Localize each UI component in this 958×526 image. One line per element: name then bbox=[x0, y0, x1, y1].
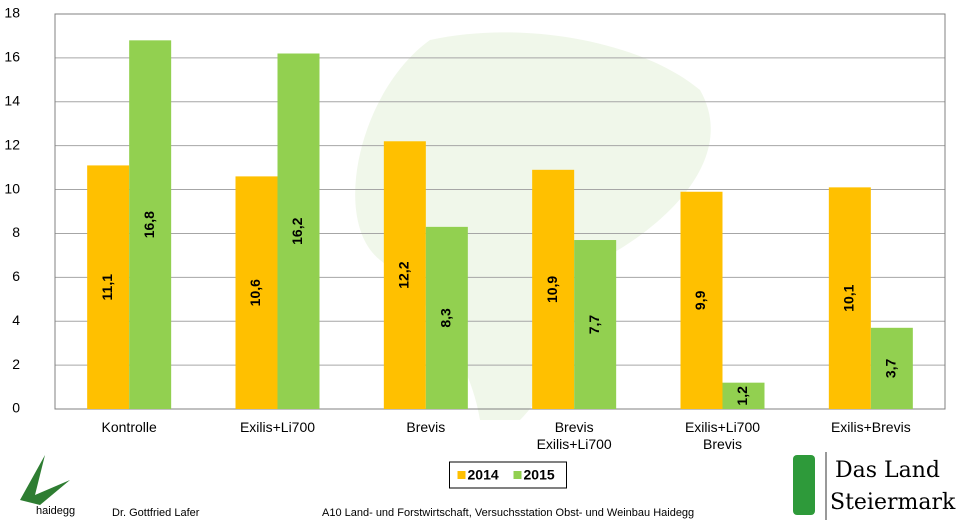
bar bbox=[383, 141, 426, 409]
data-label: 10,1 bbox=[841, 284, 857, 311]
y-tick-label: 0 bbox=[12, 400, 20, 416]
logo-right-mark bbox=[793, 455, 815, 515]
data-label: 7,7 bbox=[586, 315, 602, 335]
institution: A10 Land- und Forstwirtschaft, Versuchss… bbox=[322, 507, 694, 519]
data-label: 3,7 bbox=[883, 358, 899, 378]
y-tick-label: 8 bbox=[12, 224, 20, 240]
bar bbox=[87, 165, 130, 409]
legend-label: 2014 bbox=[468, 467, 499, 483]
bar bbox=[277, 53, 320, 409]
x-tick-label: Brevis Exilis+Li700 bbox=[536, 419, 612, 452]
x-tick-label: Exilis+Brevis bbox=[830, 419, 911, 435]
logo-text: Das Land bbox=[835, 458, 940, 483]
legend-frame bbox=[449, 461, 567, 489]
data-label: 1,2 bbox=[734, 386, 750, 406]
y-tick-label: 14 bbox=[4, 92, 20, 108]
x-tick-label: Exilis+Li700 Brevis bbox=[684, 419, 761, 452]
data-label: 12,2 bbox=[396, 261, 412, 288]
data-label: 10,9 bbox=[544, 276, 560, 303]
y-tick-label: 12 bbox=[4, 136, 20, 152]
bar bbox=[680, 191, 723, 409]
data-label: 9,9 bbox=[692, 290, 708, 310]
data-label: 10,6 bbox=[247, 279, 263, 306]
bar bbox=[828, 187, 871, 409]
y-tick-label: 4 bbox=[12, 312, 20, 328]
bar bbox=[235, 176, 278, 409]
data-label: 16,2 bbox=[289, 217, 305, 244]
legend-swatch bbox=[457, 471, 466, 479]
bar bbox=[129, 40, 172, 409]
author: Dr. Gottfried Lafer bbox=[112, 507, 200, 519]
logo-text: Steiermark bbox=[830, 490, 956, 515]
y-tick-label: 6 bbox=[12, 268, 20, 284]
legend-label: 2015 bbox=[524, 467, 555, 483]
data-label: 16,8 bbox=[141, 211, 157, 238]
bar bbox=[425, 226, 468, 409]
legend-swatch bbox=[513, 471, 522, 479]
logo-left-text: haidegg bbox=[36, 505, 75, 517]
bar bbox=[574, 240, 617, 409]
bar bbox=[722, 382, 765, 409]
y-tick-label: 16 bbox=[4, 49, 20, 65]
y-tick-label: 18 bbox=[4, 5, 20, 21]
x-tick-label: Kontrolle bbox=[101, 419, 157, 435]
data-label: 8,3 bbox=[438, 308, 454, 328]
plot-frame bbox=[54, 13, 946, 410]
logo-left-mark bbox=[20, 455, 70, 505]
x-tick-label: Exilis+Li700 bbox=[239, 419, 316, 435]
y-tick-label: 10 bbox=[4, 180, 20, 196]
bar bbox=[532, 169, 575, 409]
data-label: 11,1 bbox=[99, 274, 115, 301]
x-tick-label: Brevis bbox=[406, 419, 446, 435]
y-tick-label: 2 bbox=[12, 356, 20, 372]
bar bbox=[870, 327, 913, 409]
